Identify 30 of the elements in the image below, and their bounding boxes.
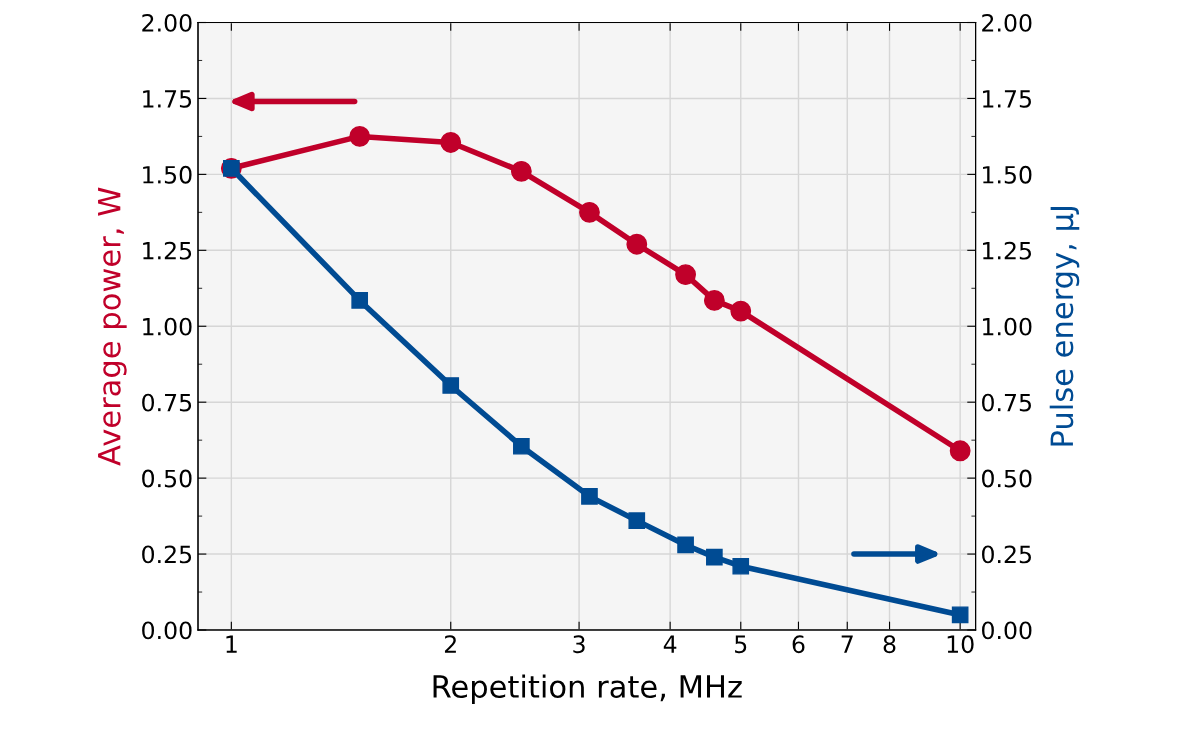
- x-tick-label: 4: [663, 635, 677, 653]
- x-tick-label: 1: [226, 635, 237, 653]
- y2-axis-title: Pulse energy, µJ: [1049, 206, 1080, 446]
- y-tick-label: 1.00: [143, 317, 192, 336]
- y2-tick-label: 0.25: [982, 545, 1031, 564]
- x-tick-label: 10: [947, 635, 974, 654]
- x-tick-label: 6: [792, 635, 805, 654]
- y-axis-title: Average power, W: [98, 187, 127, 466]
- y-tick-label: 1.75: [143, 90, 192, 108]
- y2-tick-label: 1.25: [983, 241, 1031, 260]
- y-tick-label: 0.00: [142, 621, 192, 640]
- x-tick-label: 3: [573, 635, 585, 654]
- x-tick-label: 8: [883, 635, 896, 654]
- y-tick-label: 0.50: [142, 469, 192, 488]
- x-axis-title: Repetition rate, MHz: [433, 674, 742, 704]
- y2-tick-label: 2.00: [982, 13, 1032, 32]
- y-tick-label: 2.00: [142, 13, 192, 32]
- y2-tick-label: 1.00: [983, 317, 1032, 336]
- y-tick-label: 1.50: [143, 165, 192, 184]
- y-tick-label: 1.25: [143, 241, 192, 260]
- x-tick-label: 7: [841, 635, 853, 653]
- y2-tick-label: 1.50: [983, 165, 1032, 184]
- y2-tick-label: 0.00: [982, 621, 1032, 640]
- x-tick-label: 5: [735, 635, 747, 654]
- y2-tick-label: 1.75: [983, 90, 1031, 108]
- x-tick-label: 2: [444, 635, 456, 653]
- y-tick-label: 0.75: [142, 393, 192, 412]
- y2-tick-label: 0.50: [982, 469, 1032, 488]
- y-tick-label: 0.25: [142, 545, 192, 564]
- y2-tick-label: 0.75: [982, 393, 1031, 412]
